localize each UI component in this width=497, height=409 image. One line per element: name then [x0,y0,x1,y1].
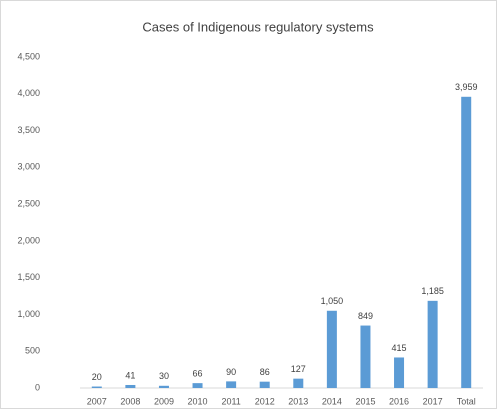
value-label: 30 [159,371,169,381]
value-label: 41 [125,370,135,380]
x-tick-label: 2007 [87,396,107,406]
bar [293,378,304,388]
y-tick-label: 500 [25,346,40,356]
x-tick-label: 2008 [120,396,140,406]
x-tick-label: 2015 [355,396,375,406]
bar [427,300,438,388]
bar [326,310,337,388]
chart-title: Cases of Indigenous regulatory systems [142,19,374,34]
value-label: 20 [92,372,102,382]
x-tick-label: Total [457,396,476,406]
y-tick-label: 3,500 [17,125,40,135]
value-label: 849 [358,311,373,321]
y-tick-label: 1,000 [17,309,40,319]
y-tick-label: 2,000 [17,235,40,245]
bar [226,381,237,388]
value-label: 66 [193,369,203,379]
bar [158,385,169,388]
x-tick-label: 2017 [423,396,443,406]
x-tick-label: 2009 [154,396,174,406]
bar [461,96,472,389]
bar [125,384,136,388]
x-tick-label: 2010 [188,396,208,406]
y-tick-label: 4,500 [17,51,40,61]
value-label: 3,959 [455,82,478,92]
y-tick-label: 3,000 [17,162,40,172]
bar [394,357,405,388]
bar [192,383,203,388]
bar [360,325,371,388]
x-tick-label: 2011 [221,396,240,406]
bar [91,386,102,388]
y-tick-label: 2,500 [17,198,40,208]
y-tick-label: 1,500 [17,272,40,282]
value-label: 90 [226,367,236,377]
value-label: 127 [291,364,306,374]
bar [259,381,270,388]
y-tick-label: 4,000 [17,88,40,98]
value-label: 86 [260,367,270,377]
value-label: 415 [392,343,407,353]
y-tick-label: 0 [35,382,40,392]
value-label: 1,050 [321,296,344,306]
x-tick-label: 2016 [389,396,409,406]
x-tick-label: 2012 [255,396,275,406]
x-tick-label: 2013 [288,396,308,406]
x-tick-label: 2014 [322,396,342,406]
value-label: 1,185 [421,286,444,296]
